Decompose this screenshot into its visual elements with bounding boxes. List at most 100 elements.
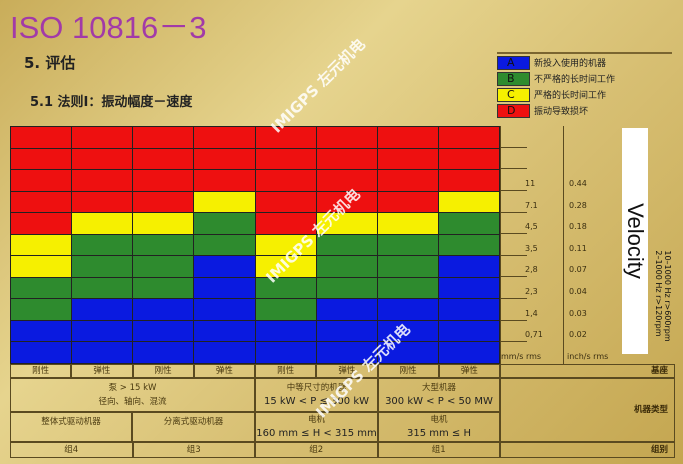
large-line-2: 300 kW < P < 50 MW xyxy=(385,396,493,407)
scale-tick xyxy=(501,319,527,321)
scale-row: mm/s rms inch/s rms xyxy=(501,342,621,364)
zone-legend: A 新投入使用的机器 B 不严格的长时间工作 C 严格的长时间工作 D 振动导致损坏 xyxy=(497,52,672,118)
zone-cell-D xyxy=(377,148,438,170)
subsection-heading: 5.1 法则I：振动幅度－速度 xyxy=(30,95,193,110)
zone-cell-A xyxy=(377,320,438,342)
zone-cell-B xyxy=(377,256,438,277)
zone-cell-A xyxy=(194,342,255,363)
pump-line-2: 径向、轴向、混流 xyxy=(98,397,167,407)
scale-tick xyxy=(501,341,527,343)
scale-row: 3,5 0.11 xyxy=(501,234,621,256)
zone-cell-A xyxy=(377,342,438,363)
pump-cell: 泵 > 15 kW 径向、轴向、混流 xyxy=(10,378,255,412)
zone-cell-D xyxy=(133,127,194,148)
scale-inch-value: 0.02 xyxy=(569,330,587,340)
foundation-cell: 刚性 xyxy=(377,364,439,378)
motor-large-line-2: 315 mm ≤ H xyxy=(406,428,471,439)
scale-inch-value: 0.11 xyxy=(569,243,587,253)
zone-cell-A xyxy=(11,342,72,363)
legend-item: D 振动导致损坏 xyxy=(497,103,672,118)
scale-row: 2,3 0.04 xyxy=(501,277,621,300)
zone-cell-B xyxy=(11,299,72,320)
medium-line-1: 中等尺寸的机器 xyxy=(286,383,347,393)
foundation-cell: 弹性 xyxy=(438,364,500,378)
zone-cell-A xyxy=(255,342,316,363)
scale-divider xyxy=(563,126,564,364)
zone-cell-D xyxy=(316,148,377,170)
zone-cell-C xyxy=(133,213,194,234)
scale-row: 1,4 0.03 xyxy=(501,299,621,321)
zone-cell-D xyxy=(316,170,377,191)
foundation-cell: 弹性 xyxy=(316,364,378,378)
zone-cell-D xyxy=(133,191,194,213)
zone-cell-B xyxy=(316,277,377,299)
foundation-cell: 刚性 xyxy=(255,364,317,378)
zone-cell-B xyxy=(133,234,194,256)
scale-tick xyxy=(501,233,527,235)
group-label: 组别 xyxy=(500,442,675,458)
zone-cell-A xyxy=(133,299,194,320)
motor-small-line-2: 160 mm ≤ H < 315 mm xyxy=(256,428,377,439)
zone-cell-B xyxy=(194,213,255,234)
scale-mm-value: 1,4 xyxy=(525,308,538,318)
scale-row: 0,71 0.02 xyxy=(501,321,621,343)
legend-label: 振动导致损坏 xyxy=(534,107,589,117)
frequency-line-1: 10–1000 Hz r>600rpm xyxy=(663,250,672,342)
zone-cell-A xyxy=(194,299,255,320)
zone-cell-A xyxy=(255,320,316,342)
scale-mm-value: 4,5 xyxy=(525,222,538,232)
group-cell: 组1 xyxy=(377,442,500,458)
scale-tick xyxy=(501,254,527,256)
zone-cell-C xyxy=(194,191,255,213)
scale-tick xyxy=(501,211,527,213)
large-machine-cell: 大型机器 300 kW < P < 50 MW xyxy=(378,378,500,412)
zone-chart xyxy=(10,126,500,364)
zone-cell-C xyxy=(72,213,133,234)
legend-item: B 不严格的长时间工作 xyxy=(497,71,672,86)
zone-cell-A xyxy=(377,299,438,320)
zone-cell-C xyxy=(316,213,377,234)
zone-cell-D xyxy=(11,148,72,170)
zone-cell-A xyxy=(438,299,499,320)
zone-cell-A xyxy=(316,320,377,342)
foundation-cell: 刚性 xyxy=(132,364,194,378)
scale-mm-value: 2,8 xyxy=(525,265,538,275)
foundation-cell: 弹性 xyxy=(193,364,255,378)
velocity-frequency: 10–1000 Hz r>600rpm 2–1000 Hz r>120rpm xyxy=(654,250,672,341)
classification-table: 基座 泵 > 15 kW 径向、轴向、混流 中等尺寸的机器 15 kW < P ≤ … xyxy=(10,364,675,458)
legend-item: C 严格的长时间工作 xyxy=(497,87,672,102)
frequency-line-2: 2–1000 Hz r>120rpm xyxy=(654,250,663,337)
zone-cell-D xyxy=(438,127,499,148)
foundation-cell: 弹性 xyxy=(71,364,133,378)
foundation-label: 基座 xyxy=(500,364,675,378)
scale-row xyxy=(501,148,621,170)
separate-drive-cell: 分离式驱动机器 xyxy=(132,412,255,442)
section-heading: 5. 评估 xyxy=(24,54,76,72)
zone-cell-B xyxy=(438,234,499,256)
zone-cell-C xyxy=(255,234,316,256)
zone-cell-D xyxy=(194,148,255,170)
zone-cell-D xyxy=(316,127,377,148)
zone-cell-C xyxy=(11,234,72,256)
legend-swatch: A xyxy=(497,55,530,70)
zone-cell-D xyxy=(316,191,377,213)
zone-cell-D xyxy=(194,170,255,191)
zone-cell-B xyxy=(72,234,133,256)
zone-cell-B xyxy=(377,234,438,256)
legend-swatch: D xyxy=(497,103,530,118)
zone-cell-D xyxy=(133,148,194,170)
zone-cell-D xyxy=(438,170,499,191)
zone-cell-A xyxy=(72,342,133,363)
zone-cell-C xyxy=(255,256,316,277)
zone-cell-D xyxy=(255,213,316,234)
zone-cell-D xyxy=(438,148,499,170)
zone-cell-B xyxy=(316,256,377,277)
legend-item: A 新投入使用的机器 xyxy=(497,55,672,70)
velocity-scale: 11 0.44 7.1 0.28 4,5 0.18 3,5 0.11 2,8 0.07 2,3 0.0… xyxy=(500,126,620,364)
zone-cell-A xyxy=(438,256,499,277)
medium-machine-cell: 中等尺寸的机器 15 kW < P ≤ 300 kW xyxy=(255,378,378,412)
zone-cell-D xyxy=(72,148,133,170)
scale-row xyxy=(501,126,621,148)
large-line-1: 大型机器 xyxy=(421,383,456,393)
zone-cell-B xyxy=(133,256,194,277)
